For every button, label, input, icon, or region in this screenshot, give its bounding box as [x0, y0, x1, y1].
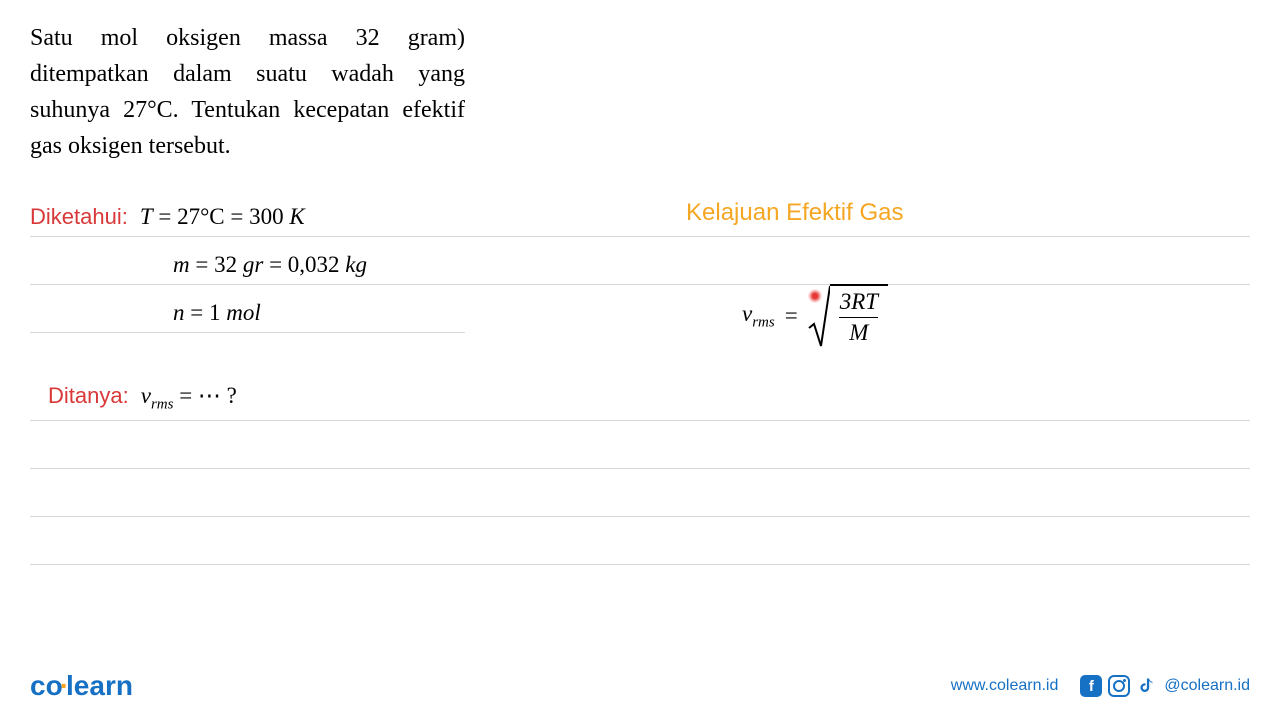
diketahui-temp: T = 27°C = 300 K [140, 204, 305, 229]
website-url: www.colearn.id [951, 677, 1059, 695]
ditanya-expr: vrms = ⋯ ? [141, 383, 237, 408]
social-handle: @colearn.id [1164, 677, 1250, 695]
vrms-symbol: vrms [742, 301, 775, 332]
diketahui-mass: m = 32 gr = 0,032 kg [173, 252, 367, 277]
ditanya-label: Ditanya: [48, 383, 129, 409]
formula-numerator: 3RT [836, 286, 882, 317]
rule-line-4: Ditanya: vrms = ⋯ ? [30, 333, 1250, 421]
kelajuan-title: Kelajuan Efektif Gas [686, 199, 903, 227]
equals-sign: = [785, 303, 798, 329]
tiktok-icon [1136, 675, 1158, 697]
social-links: f @colearn.id [1080, 675, 1250, 697]
rule-line-2: m = 32 gr = 0,032 kg [30, 237, 1250, 285]
rule-line-3: n = 1 mol [30, 285, 465, 333]
worked-solution-area: Diketahui: T = 27°C = 300 K Kelajuan Efe… [30, 189, 1250, 565]
rule-line-6 [30, 469, 1250, 517]
facebook-icon: f [1080, 675, 1102, 697]
instagram-icon [1108, 675, 1130, 697]
diketahui-mol: n = 1 mol [173, 300, 261, 325]
rule-line-1: Diketahui: T = 27°C = 300 K Kelajuan Efe… [30, 189, 1250, 237]
problem-statement: Satu mol oksigen massa 32 gram) ditempat… [30, 20, 465, 164]
colearn-logo: co·learn [30, 670, 133, 702]
rule-line-5 [30, 421, 1250, 469]
footer: co·learn www.colearn.id f @colearn.id [0, 670, 1280, 702]
rule-line-7 [30, 517, 1250, 565]
diketahui-label: Diketahui: [30, 204, 128, 230]
